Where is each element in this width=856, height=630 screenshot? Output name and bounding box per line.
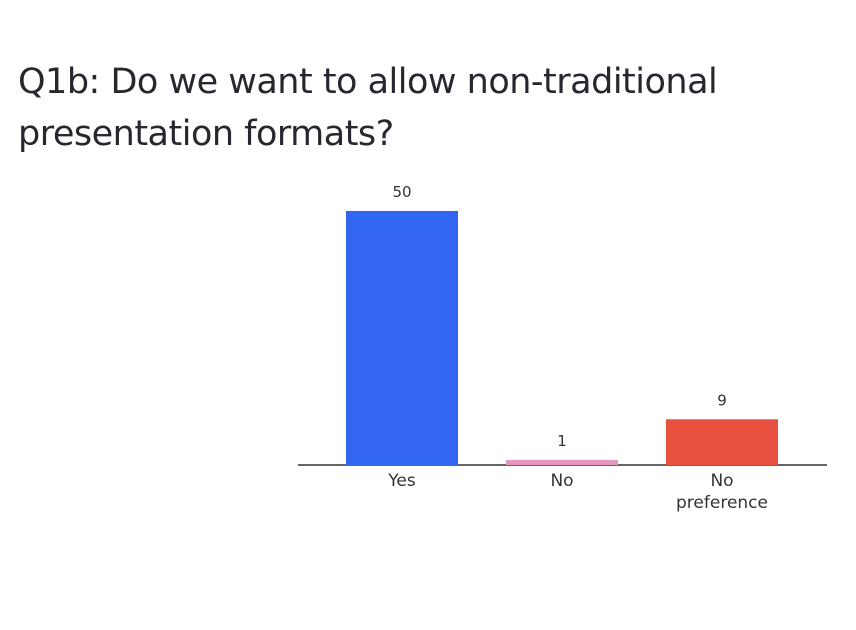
bar [506,459,618,465]
x-tick-label: Yes [388,471,416,491]
bar [666,419,778,465]
chart-title: Q1b: Do we want to allow non-traditional… [18,62,718,154]
x-tick-label: No [550,471,574,491]
value-label: 1 [557,432,567,450]
value-label: 9 [717,391,727,409]
x-tick-label: No preference [676,471,768,513]
bar [346,211,458,465]
value-label: 50 [392,183,411,201]
